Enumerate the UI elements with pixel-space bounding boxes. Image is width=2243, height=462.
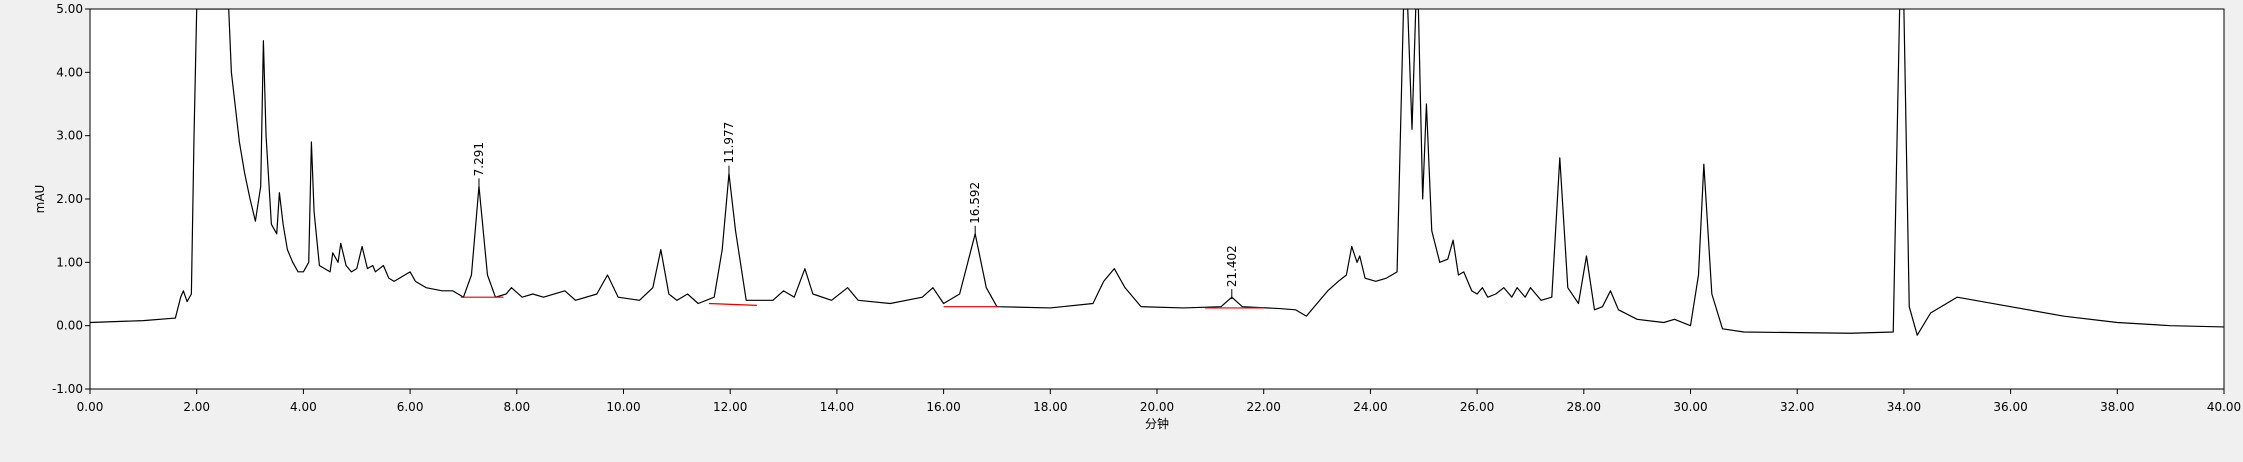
x-tick-label: 20.00	[1140, 400, 1174, 414]
x-tick-label: 12.00	[713, 400, 747, 414]
integration-baseline	[708, 302, 757, 306]
y-tick-label: 4.00	[56, 65, 83, 79]
trace-line	[90, 9, 2224, 336]
peak-label: 21.402	[1225, 245, 1239, 287]
plot-content	[90, 9, 2224, 336]
x-tick-label: 8.00	[503, 400, 530, 414]
x-tick-label: 38.00	[2100, 400, 2134, 414]
x-tick-label: 18.00	[1033, 400, 1067, 414]
x-tick-label: 34.00	[1887, 400, 1921, 414]
x-tick-label: 28.00	[1567, 400, 1601, 414]
x-tick-label: 16.00	[926, 400, 960, 414]
peak-label: 7.291	[472, 142, 486, 176]
x-tick-label: 24.00	[1353, 400, 1387, 414]
y-tick-label: 0.00	[56, 319, 83, 333]
x-axis-label: 分钟	[1145, 416, 1169, 431]
y-tick-label: -1.00	[52, 382, 83, 396]
y-tick-label: 1.00	[56, 255, 83, 269]
x-tick-label: 22.00	[1247, 400, 1281, 414]
x-tick-label: 32.00	[1780, 400, 1814, 414]
x-tick-label: 0.00	[77, 400, 104, 414]
x-tick-label: 30.00	[1673, 400, 1707, 414]
x-tick-label: 14.00	[820, 400, 854, 414]
plot-area	[89, 8, 2225, 390]
x-tick-label: 4.00	[290, 400, 317, 414]
x-tick-label: 2.00	[183, 400, 210, 414]
y-tick-label: 5.00	[56, 2, 83, 16]
x-tick-label: 36.00	[1993, 400, 2027, 414]
y-axis-label: mAU	[33, 185, 47, 214]
peak-label: 16.592	[968, 182, 982, 224]
x-tick-label: 26.00	[1460, 400, 1494, 414]
x-tick-label: 40.00	[2207, 400, 2241, 414]
y-tick-label: 3.00	[56, 129, 83, 143]
peak-label: 11.977	[722, 122, 736, 164]
x-tick-label: 10.00	[606, 400, 640, 414]
x-tick-label: 6.00	[397, 400, 424, 414]
y-tick-label: 2.00	[56, 192, 83, 206]
